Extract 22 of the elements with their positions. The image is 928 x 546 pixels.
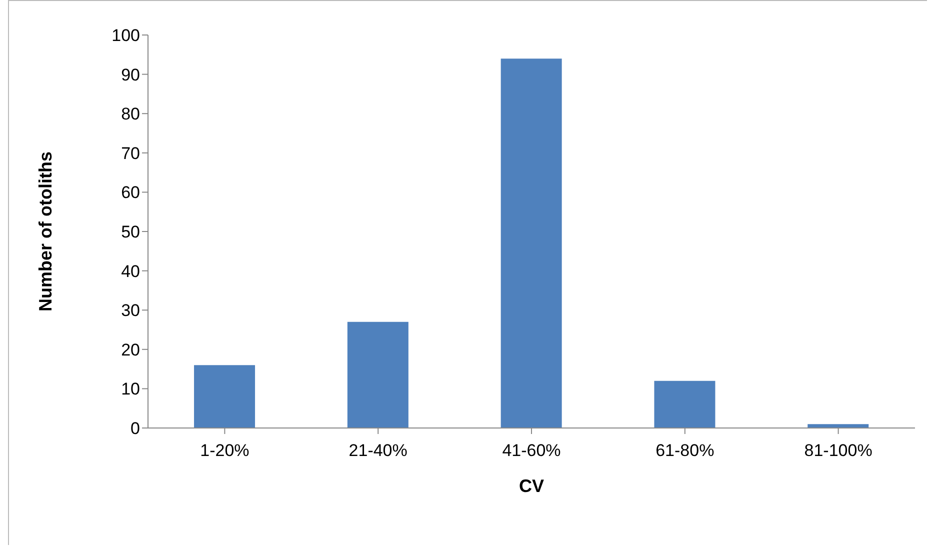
y-tick-label: 50: [121, 222, 140, 242]
y-tick-label: 40: [121, 262, 140, 281]
y-tick-label: 60: [121, 183, 140, 202]
x-tick-label: 81-100%: [804, 441, 872, 460]
bar: [500, 58, 562, 428]
bar: [654, 380, 716, 428]
x-tick-label: 21-40%: [348, 441, 408, 460]
y-tick-label: 30: [121, 301, 140, 320]
bar: [347, 322, 408, 428]
x-axis-title: CV: [518, 476, 544, 496]
y-tick-label: 80: [121, 104, 140, 124]
y-tick-label: 100: [112, 26, 140, 46]
y-axis-title: Number of otoliths: [35, 152, 56, 312]
y-tick-label: 0: [130, 419, 140, 438]
y-tick-label: 90: [121, 65, 140, 84]
y-tick-label: 70: [121, 144, 140, 163]
x-tick-label: 61-80%: [656, 441, 714, 460]
x-tick-label: 1-20%: [200, 441, 250, 460]
y-tick-label: 20: [121, 340, 140, 360]
x-tick-label: 41-60%: [502, 441, 561, 460]
y-tick-label: 10: [121, 380, 140, 399]
bar: [194, 365, 256, 428]
